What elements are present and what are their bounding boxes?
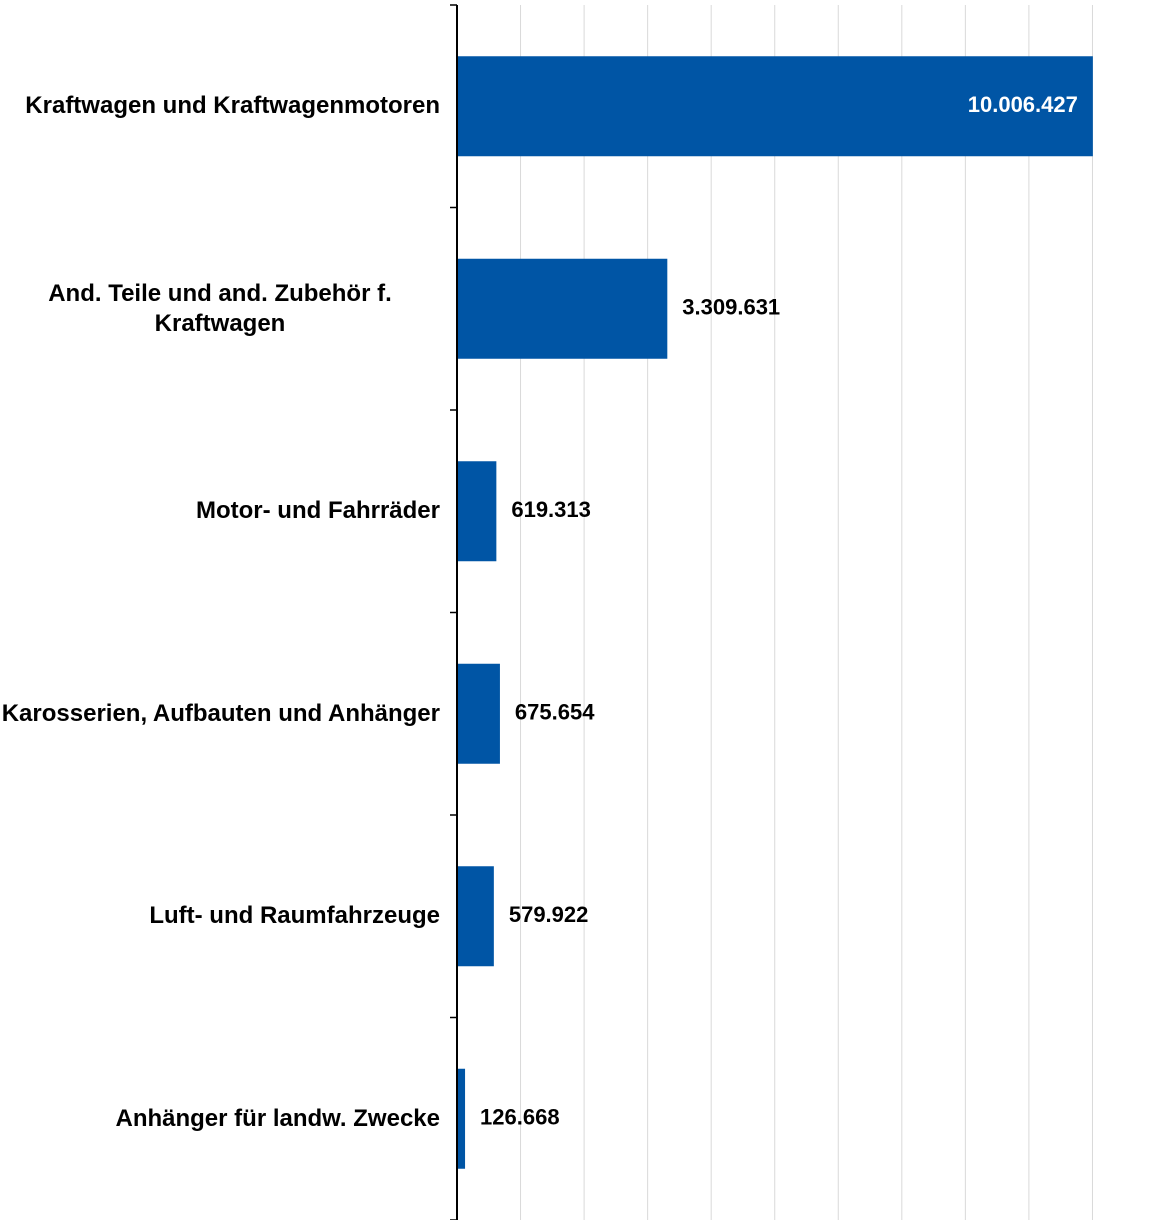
category-label: Karosserien, Aufbauten und Anhänger — [1, 699, 440, 727]
bar — [457, 56, 1093, 157]
value-label: 10.006.427 — [968, 92, 1078, 117]
bar — [457, 663, 500, 764]
value-label: 675.654 — [515, 700, 595, 725]
category-label: Kraftwagen und Kraftwagenmotoren — [25, 92, 440, 120]
bar — [457, 461, 497, 562]
category-label-box: Anhänger für landw. Zwecke — [0, 1018, 440, 1220]
value-label: 3.309.631 — [682, 295, 780, 320]
category-label-box: And. Teile und and. Zubehör f. Kraftwage… — [0, 208, 440, 411]
category-label-box: Kraftwagen und Kraftwagenmotoren — [0, 5, 440, 208]
bar — [457, 866, 494, 967]
category-label-box: Karosserien, Aufbauten und Anhänger — [0, 613, 440, 816]
bar — [457, 1068, 466, 1169]
category-label: Anhänger für landw. Zwecke — [115, 1104, 440, 1132]
bar — [457, 258, 668, 359]
value-label: 619.313 — [511, 497, 591, 522]
category-label: And. Teile und and. Zubehör f. Kraftwage… — [48, 279, 392, 337]
category-label-box: Motor- und Fahrräder — [0, 410, 440, 613]
value-label: 126.668 — [480, 1105, 560, 1130]
category-label: Luft- und Raumfahrzeuge — [149, 902, 440, 930]
category-label-box: Luft- und Raumfahrzeuge — [0, 815, 440, 1018]
category-label: Motor- und Fahrräder — [196, 497, 440, 525]
value-label: 579.922 — [509, 902, 589, 927]
